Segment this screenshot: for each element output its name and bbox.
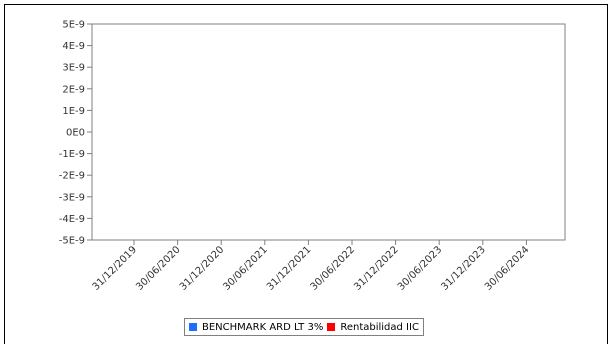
legend-label-rentabilidad: Rentabilidad IIC [340,321,419,333]
legend-item-rentabilidad: Rentabilidad IIC [327,322,419,333]
chart-frame: 5E-9 4E-9 3E-9 2E-9 1E-9 0E0 -1E-9 -2E-9 -3E-9 -4… [4,4,608,344]
line-chart: 5E-9 4E-9 3E-9 2E-9 1E-9 0E0 -1E-9 -2E-9 -3E-9 -4… [59,20,566,293]
x-tick-label: 31/12/2020 [178,244,227,293]
y-tick-label: -2E-9 [59,171,85,182]
y-tick-label: 5E-9 [62,20,85,31]
legend-swatch-benchmark [189,323,197,331]
x-tick-label: 31/12/2022 [352,244,401,293]
legend-item-benchmark: BENCHMARK ARD LT 3% [189,322,323,333]
x-tick-label: 30/06/2022 [309,244,358,293]
x-axis: 31/12/201930/06/202031/12/202030/06/2021… [91,240,532,293]
y-tick-label: -5E-9 [59,236,85,247]
y-tick-label: 1E-9 [62,106,85,117]
y-tick-label: 4E-9 [62,41,85,52]
legend-label-benchmark: BENCHMARK ARD LT 3% [202,321,324,333]
x-tick-label: 31/12/2019 [91,244,140,293]
x-tick-label: 30/06/2020 [134,244,183,293]
y-tick-label: 3E-9 [62,63,85,74]
y-tick-label: -4E-9 [59,214,85,225]
legend-swatch-rentabilidad [327,323,336,331]
legend: BENCHMARK ARD LT 3% Rentabilidad IIC [184,318,424,336]
x-tick-label: 30/06/2023 [396,244,445,293]
y-tick-label: -3E-9 [59,192,85,203]
x-tick-label: 31/12/2021 [265,244,314,293]
x-tick-label: 31/12/2023 [439,244,488,293]
y-tick-label: 0E0 [66,128,85,139]
plot-area [91,23,566,241]
y-axis: 5E-9 4E-9 3E-9 2E-9 1E-9 0E0 -1E-9 -2E-9 -3E-9 -4… [59,20,92,247]
y-tick-label: 2E-9 [62,84,85,95]
x-tick-label: 30/06/2024 [483,244,532,293]
y-tick-label: -1E-9 [59,149,85,160]
x-tick-label: 30/06/2021 [221,244,270,293]
